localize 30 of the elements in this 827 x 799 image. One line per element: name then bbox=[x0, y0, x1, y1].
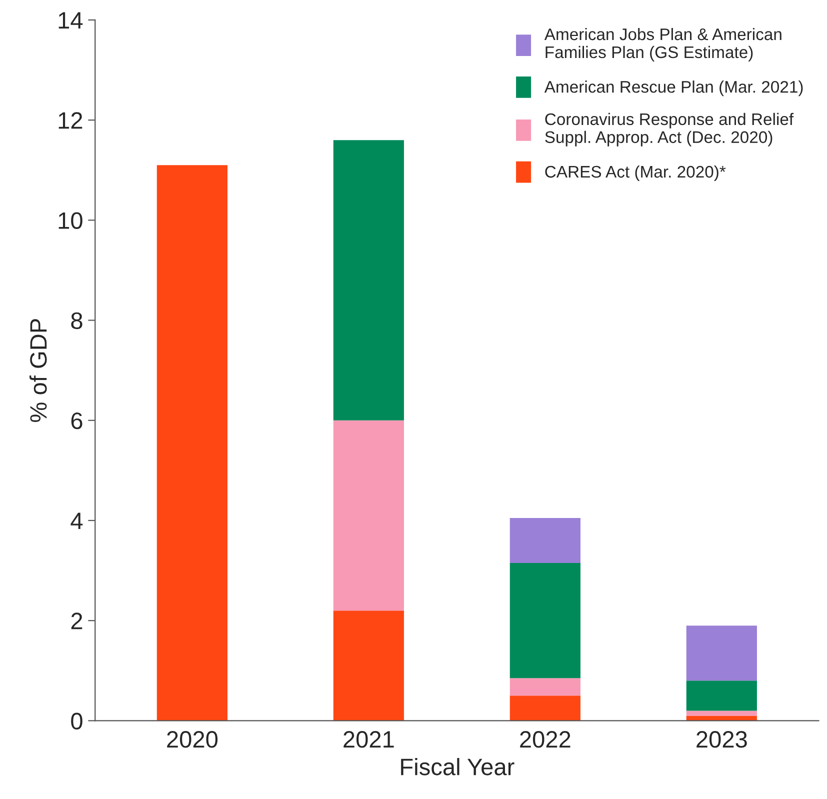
y-tick-label: 8 bbox=[71, 312, 82, 330]
y-tick-label: 2 bbox=[71, 612, 82, 630]
y-tick-label: 12 bbox=[58, 112, 82, 129]
bar bbox=[686, 680, 757, 711]
bar bbox=[510, 696, 580, 721]
x-axis-title: Fiscal Year bbox=[401, 758, 514, 776]
y-axis-title: % of GDP bbox=[30, 319, 47, 422]
y-tick-label: 14 bbox=[58, 12, 83, 29]
bar bbox=[510, 518, 580, 564]
bar bbox=[510, 563, 580, 678]
bar bbox=[686, 626, 757, 681]
x-tick-label: 2023 bbox=[696, 731, 747, 748]
bar bbox=[333, 420, 404, 611]
y-tick-label: 6 bbox=[71, 412, 82, 430]
x-tick-label: 2020 bbox=[167, 731, 218, 748]
legend-label: Coronavirus Response and Relief Suppl. Approp. Act (Dec. 2020) bbox=[545, 112, 794, 146]
bar bbox=[156, 165, 228, 721]
legend-label: CARES Act (Mar. 2020)* bbox=[545, 165, 726, 181]
x-tick-label: 2021 bbox=[344, 731, 394, 748]
x-tick-label: 2022 bbox=[520, 731, 570, 748]
bar bbox=[333, 610, 404, 721]
bar bbox=[686, 716, 757, 721]
bar bbox=[510, 678, 580, 696]
legend-label: American Jobs Plan & American Families Plan (GS Estimate) bbox=[544, 28, 782, 62]
bar bbox=[333, 140, 404, 420]
legend-label: American Rescue Plan (Mar. 2021) bbox=[544, 80, 803, 96]
y-tick-label: 10 bbox=[58, 212, 82, 229]
bar bbox=[686, 710, 757, 716]
y-tick-label: 0 bbox=[71, 712, 82, 730]
y-tick-label: 4 bbox=[70, 512, 83, 530]
